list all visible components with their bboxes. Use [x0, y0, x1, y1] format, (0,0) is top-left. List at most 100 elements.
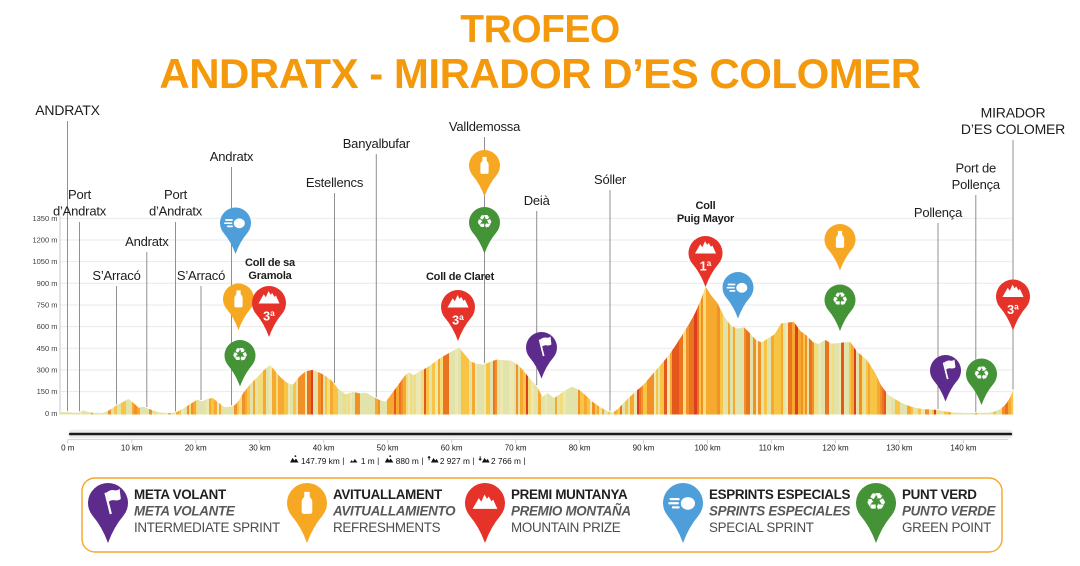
stat-value: 147.79 km	[301, 456, 340, 466]
terrain-stripe	[406, 286, 408, 415]
flag-pole	[538, 339, 545, 357]
green-point-marker: ♻	[224, 340, 256, 387]
terrain-stripe	[738, 286, 741, 415]
terrain-stripe	[396, 286, 399, 415]
place-label-text: MIRADOR	[981, 105, 1046, 121]
terrain-stripe	[679, 286, 683, 415]
place-label: Port d’Andratx	[149, 187, 203, 219]
terrain-stripe	[327, 286, 330, 415]
terrain-stripe	[82, 286, 86, 415]
terrain-stripe	[877, 286, 880, 415]
place-label-text: Coll de sa	[245, 257, 296, 269]
distance-icon-shape	[290, 457, 299, 463]
terrain-stripe	[399, 286, 401, 415]
x-tick-label: 40 km	[313, 444, 335, 453]
terrain-stripe	[503, 286, 506, 415]
stat-separator: |	[472, 457, 474, 466]
terrain-stripe	[753, 286, 756, 415]
mountain-prize-pin-shape	[996, 279, 1030, 331]
terrain-stripe	[221, 286, 224, 415]
green-point-marker: ♻	[824, 284, 856, 331]
mountain-prize-marker: 3ª	[996, 279, 1030, 331]
place-label-text: D’ES COLOMER	[961, 121, 1065, 137]
place-label-text: Andratx	[210, 149, 254, 164]
place-label-text: Puig Mayor	[677, 213, 735, 225]
terrain-stripe	[996, 286, 999, 415]
x-tick-label: 50 km	[377, 444, 399, 453]
terrain-stripe	[856, 286, 859, 415]
terrain-stripe	[368, 286, 370, 415]
terrain-stripe	[925, 286, 929, 415]
terrain-stripe	[111, 286, 114, 415]
flag-group	[942, 359, 956, 380]
terrain-stripe	[360, 286, 362, 415]
terrain-stripe	[520, 286, 523, 415]
terrain-stripe	[121, 286, 124, 415]
terrain-stripe	[493, 286, 495, 415]
terrain-stripe	[634, 286, 637, 415]
terrain-stripe	[602, 286, 604, 415]
terrain-stripe	[526, 286, 528, 415]
terrain-stripe	[999, 286, 1002, 415]
x-tick-label: 100 km	[694, 444, 721, 453]
place-label-text: Estellencs	[306, 175, 364, 190]
flag-cloth	[540, 336, 552, 347]
stat-separator: |	[342, 457, 344, 466]
terrain-stripe	[746, 286, 750, 415]
terrain-stripe	[426, 286, 429, 415]
place-label: Pollença	[914, 205, 963, 220]
place-label: Deià	[524, 193, 551, 208]
y-tick-label: 1350 m	[32, 214, 57, 223]
terrain-stripe	[458, 286, 461, 415]
terrain-stripe	[74, 286, 78, 415]
terrain-stripe	[866, 286, 868, 415]
terrain-stripe	[346, 286, 348, 415]
terrain-stripe	[795, 286, 798, 415]
terrain-stripe	[891, 286, 893, 415]
special-sprint-pin-shape	[220, 207, 251, 254]
recycle-glyph: ♻	[476, 211, 493, 232]
terrain-stripe	[595, 286, 597, 415]
mountain-shape	[447, 295, 469, 308]
mountain-icon	[1002, 284, 1024, 297]
special-sprint-pin-shape	[663, 483, 703, 543]
legend-item: ESPRINTS ESPECIALS SPRINTS ESPECIALESSPEC…	[663, 483, 851, 543]
mountain-prize-legend-pin	[465, 483, 505, 543]
legend-line3: MOUNTAIN PRIZE	[511, 520, 621, 535]
mountain-icon	[447, 295, 469, 308]
intermediate-sprint-marker	[930, 355, 961, 402]
terrain-stripe	[497, 286, 500, 415]
terrain-stripe	[728, 286, 730, 415]
special-sprint-marker	[220, 207, 251, 254]
total-descent-icon-shape	[481, 457, 490, 463]
terrain-stripe	[366, 286, 368, 415]
terrain-stripe	[86, 286, 89, 415]
terrain-stripe	[767, 286, 771, 415]
recycle-glyph: ♻	[973, 363, 990, 384]
place-label: Banyalbufar	[343, 136, 411, 151]
place-label-text: Deià	[524, 193, 551, 208]
terrain-stripe	[706, 286, 709, 415]
comet-icon	[668, 497, 695, 510]
terrain-stripe	[849, 286, 851, 415]
terrain-stripe	[761, 286, 764, 415]
terrain-stripe	[538, 286, 541, 415]
terrain-stripe	[560, 286, 563, 415]
terrain-stripe	[348, 286, 350, 415]
legend-line1: AVITUALLAMENT	[333, 487, 443, 502]
terrain-stripe	[298, 286, 301, 415]
terrain-stripe	[211, 286, 214, 415]
min-altitude-icon	[349, 458, 358, 463]
terrain-stripe	[814, 286, 817, 415]
legend-line3: INTERMEDIATE SPRINT	[134, 520, 280, 535]
terrain-stripe	[514, 286, 516, 415]
terrain-stripe	[518, 286, 520, 415]
terrain-stripe	[900, 286, 904, 415]
terrain-stripe	[654, 286, 656, 415]
terrain-stripe	[658, 286, 660, 415]
mountain-prize-pin-shape	[688, 236, 723, 287]
terrain-stripe	[541, 286, 545, 415]
place-label-text: Andratx	[125, 234, 169, 249]
terrain-stripe	[509, 286, 512, 415]
